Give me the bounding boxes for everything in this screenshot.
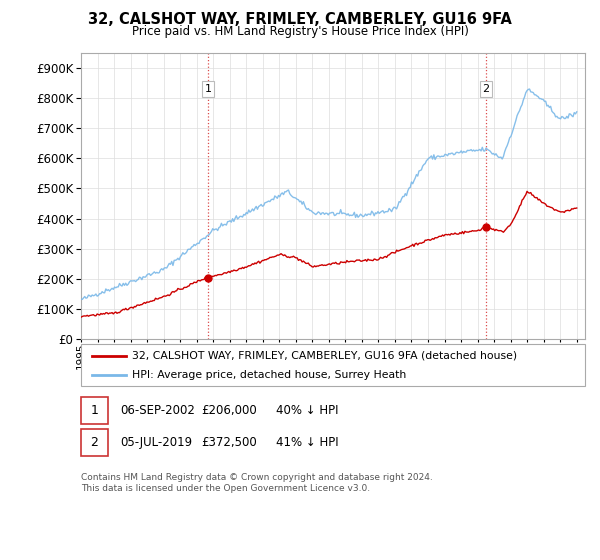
Text: 41% ↓ HPI: 41% ↓ HPI bbox=[276, 436, 338, 449]
Text: 32, CALSHOT WAY, FRIMLEY, CAMBERLEY, GU16 9FA (detached house): 32, CALSHOT WAY, FRIMLEY, CAMBERLEY, GU1… bbox=[132, 351, 517, 361]
Text: 2: 2 bbox=[482, 84, 490, 94]
Text: £372,500: £372,500 bbox=[201, 436, 257, 449]
Text: Contains HM Land Registry data © Crown copyright and database right 2024.
This d: Contains HM Land Registry data © Crown c… bbox=[81, 473, 433, 493]
Text: 2: 2 bbox=[91, 436, 98, 449]
Text: 1: 1 bbox=[91, 404, 98, 417]
Text: 06-SEP-2002: 06-SEP-2002 bbox=[120, 404, 195, 417]
Text: HPI: Average price, detached house, Surrey Heath: HPI: Average price, detached house, Surr… bbox=[132, 370, 406, 380]
Text: 1: 1 bbox=[205, 84, 211, 94]
Text: Price paid vs. HM Land Registry's House Price Index (HPI): Price paid vs. HM Land Registry's House … bbox=[131, 25, 469, 38]
Text: 05-JUL-2019: 05-JUL-2019 bbox=[120, 436, 192, 449]
Text: £206,000: £206,000 bbox=[201, 404, 257, 417]
Text: 32, CALSHOT WAY, FRIMLEY, CAMBERLEY, GU16 9FA: 32, CALSHOT WAY, FRIMLEY, CAMBERLEY, GU1… bbox=[88, 12, 512, 27]
Text: 40% ↓ HPI: 40% ↓ HPI bbox=[276, 404, 338, 417]
